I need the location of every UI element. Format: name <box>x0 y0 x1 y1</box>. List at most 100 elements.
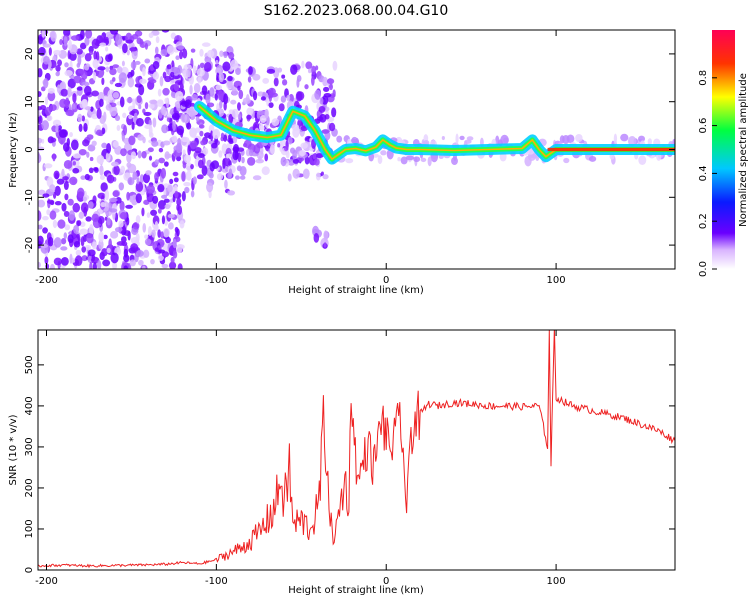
spectrogram-cell <box>72 153 82 159</box>
spectrogram-cell <box>78 211 85 219</box>
colorbar-tick-label: 0.8 <box>698 70 709 86</box>
spectrogram-cell <box>242 97 251 105</box>
spectrogram-cell <box>151 229 156 238</box>
spectrogram-ylabel: Frequency (Hz) <box>8 112 19 188</box>
spectrogram-cell <box>351 136 358 144</box>
spectrogram-cell <box>321 129 330 134</box>
spectrogram-cell <box>218 150 223 158</box>
spectrogram-cell <box>179 50 183 60</box>
spectrogram-cell <box>189 140 198 150</box>
spectrogram-cell <box>139 78 147 84</box>
spectrogram-cell <box>319 97 324 105</box>
spectrogram-cell <box>134 83 143 88</box>
spectrogram-cell <box>61 202 67 212</box>
spectrogram-cell <box>201 42 211 47</box>
spectrogram-cell <box>148 155 153 161</box>
spectrogram-cell <box>164 75 172 83</box>
spectrogram-cell <box>161 124 169 134</box>
y-tick-label: -10 <box>24 189 35 205</box>
spectrogram-cell <box>281 74 286 79</box>
spectrogram-cell <box>222 61 231 72</box>
spectrogram-cell <box>144 234 149 239</box>
spectrogram-cell <box>227 79 233 89</box>
y-tick-label: 10 <box>24 95 35 108</box>
spectrogram-cell <box>55 123 59 133</box>
spectrogram-cell <box>130 243 139 252</box>
spectrogram-cell <box>314 89 321 100</box>
spectrogram-cell <box>85 216 92 222</box>
spectrogram-cell <box>131 48 138 60</box>
trace-core <box>198 105 675 160</box>
spectrogram-cell <box>81 246 87 253</box>
spectrogram-cell <box>292 168 300 179</box>
spectrogram-cell <box>154 247 159 252</box>
spectrogram-cell <box>73 75 82 84</box>
spectrogram-cell <box>86 233 94 244</box>
x-tick-label: 100 <box>547 576 566 587</box>
spectrogram-cell <box>150 209 158 216</box>
spectrogram-cell <box>181 171 186 182</box>
spectrogram-cell <box>144 42 148 50</box>
spectrogram-cell <box>284 146 289 152</box>
spectrogram-cell <box>173 82 180 92</box>
spectrogram-cell <box>115 197 122 204</box>
spectrogram-cell <box>638 155 647 166</box>
spectrogram-cell <box>78 148 87 156</box>
spectrogram-cell <box>322 174 329 180</box>
spectrogram-cell <box>575 133 583 143</box>
spectrogram-cell <box>194 147 202 154</box>
spectrogram-cell <box>62 142 70 152</box>
spectrogram-cell <box>38 35 43 45</box>
spectrogram-trace <box>193 101 675 165</box>
spectrogram-cell <box>47 87 55 94</box>
spectrogram-cell <box>42 43 51 48</box>
spectrogram-cell <box>142 223 147 233</box>
spectrogram-cell <box>63 159 73 169</box>
spectrogram-cell <box>182 162 187 169</box>
spectrogram-cell <box>176 125 185 136</box>
x-tick-label: -100 <box>205 576 228 587</box>
spectrogram-cell <box>112 261 118 269</box>
spectrogram-cell <box>101 248 108 257</box>
spectrogram-cell <box>38 114 43 125</box>
spectrogram-cell <box>54 201 62 206</box>
spectrogram-cell <box>172 74 181 80</box>
spectrogram-cell <box>299 150 306 157</box>
spectrogram-cell <box>77 220 82 226</box>
spectrogram-cell <box>149 103 155 109</box>
spectrogram-cell <box>215 59 219 65</box>
spectrogram-cell <box>129 259 136 267</box>
spectrogram-cell <box>296 74 302 82</box>
spectrogram-cell <box>215 67 222 75</box>
spectrogram-cell <box>198 124 205 129</box>
spectrogram-cell <box>246 107 254 116</box>
spectrogram-cell <box>174 226 179 233</box>
spectrogram-cell <box>201 165 208 176</box>
spectrogram-cell <box>627 135 637 147</box>
spectrogram-cell <box>134 112 138 119</box>
spectrogram-cell <box>103 111 107 122</box>
spectrogram-cell <box>118 72 127 84</box>
spectrogram-cell <box>38 261 41 268</box>
spectrogram-cell <box>60 237 67 245</box>
spectrogram-cell <box>131 33 139 40</box>
spectrogram-cell <box>110 252 119 264</box>
spectrogram-cell <box>313 232 320 243</box>
spectrogram-cell <box>232 149 239 161</box>
spectrogram-cell <box>201 85 208 95</box>
spectrogram-cell <box>38 68 43 78</box>
spectrogram-cell <box>146 184 155 194</box>
spectrogram-cell <box>89 224 94 235</box>
spectrogram-cell <box>63 232 68 240</box>
spectrogram-cell <box>204 56 212 64</box>
spectrogram-cell <box>331 107 337 118</box>
spectrogram-cell <box>41 30 46 38</box>
spectrogram-cell <box>451 156 458 166</box>
spectrogram-cell <box>49 263 55 269</box>
spectrogram-cell <box>118 220 124 228</box>
spectrogram-cell <box>427 156 432 167</box>
colorbar-tick-label: 0.4 <box>698 165 709 181</box>
spectrogram-cell <box>70 35 80 41</box>
spectrogram-cell <box>304 84 309 90</box>
